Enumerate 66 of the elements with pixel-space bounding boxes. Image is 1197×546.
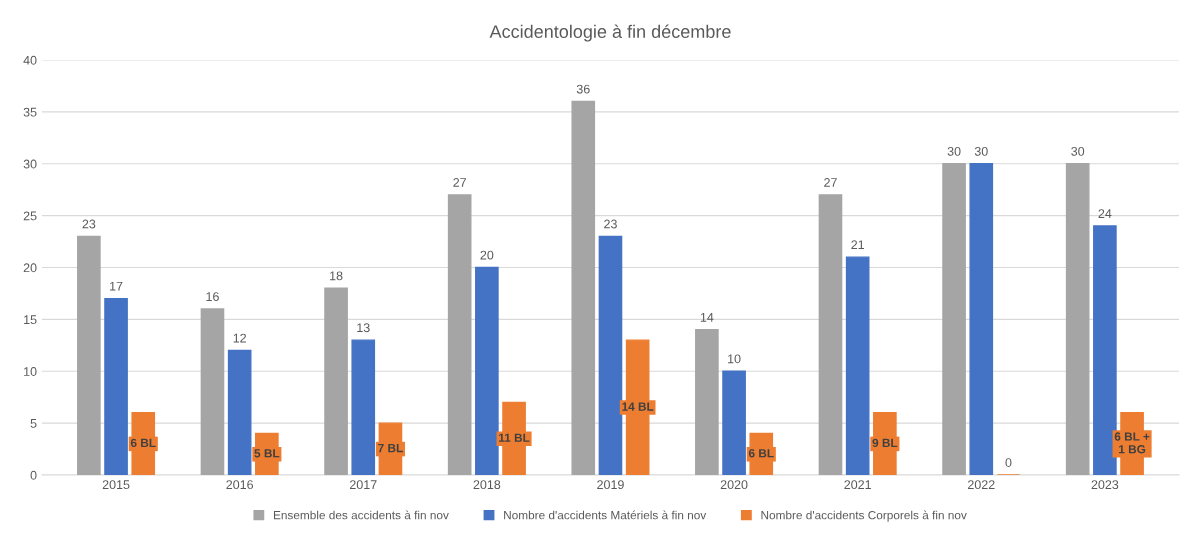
data-label: 30 bbox=[1071, 146, 1085, 156]
legend-label: Nombre d'accidents Corporels à fin nov bbox=[761, 510, 967, 522]
y-tick-label: 25 bbox=[23, 211, 37, 221]
bar bbox=[1065, 163, 1090, 476]
annotation: 14 BL bbox=[622, 402, 654, 411]
data-label: 13 bbox=[357, 323, 370, 333]
bar bbox=[351, 339, 376, 476]
bar bbox=[227, 349, 252, 476]
legend-label: Ensemble des accidents à fin nov bbox=[273, 510, 449, 520]
y-tick-label: 40 bbox=[23, 55, 37, 65]
data-label: 21 bbox=[851, 240, 865, 250]
annotation: 5 BL bbox=[254, 449, 280, 458]
x-tick-label: 2020 bbox=[720, 480, 748, 490]
x-tick-label: 2015 bbox=[102, 480, 130, 490]
annotation: 11 BL bbox=[499, 433, 530, 442]
data-label: 12 bbox=[233, 333, 246, 343]
x-tick-label: 2021 bbox=[844, 480, 871, 490]
data-label: 27 bbox=[824, 178, 837, 187]
bar bbox=[695, 329, 719, 476]
data-label: 27 bbox=[453, 178, 466, 187]
legend-label: Nombre d'accidents Matériels à fin nov bbox=[504, 510, 707, 520]
y-tick-label: 5 bbox=[30, 419, 37, 428]
bar bbox=[818, 194, 843, 476]
chart-title: Accidentologie à fin décembre bbox=[489, 24, 731, 42]
data-label: 24 bbox=[1098, 209, 1112, 218]
annotation: 6 BL bbox=[748, 449, 774, 458]
data-label: 20 bbox=[480, 250, 494, 260]
x-tick-label: 2022 bbox=[968, 480, 995, 490]
data-label: 17 bbox=[110, 281, 123, 291]
data-label: 30 bbox=[947, 146, 961, 156]
bar bbox=[722, 370, 746, 476]
y-tick-label: 10 bbox=[24, 367, 37, 376]
data-label: 10 bbox=[728, 354, 741, 364]
y-tick-label: 35 bbox=[23, 107, 37, 117]
y-tick-label: 15 bbox=[24, 315, 37, 325]
y-tick-label: 0 bbox=[30, 470, 37, 480]
annotation: 9 BL bbox=[872, 438, 898, 448]
y-tick-label: 30 bbox=[23, 159, 37, 169]
x-tick-label: 2016 bbox=[226, 480, 254, 490]
data-label: 14 bbox=[700, 313, 714, 322]
bar bbox=[200, 308, 225, 476]
bar bbox=[942, 163, 966, 476]
data-label: 23 bbox=[604, 219, 617, 229]
bar bbox=[845, 256, 870, 476]
x-tick-label: 2018 bbox=[473, 480, 501, 490]
bar bbox=[571, 100, 596, 476]
bar bbox=[77, 235, 101, 476]
annotation: 6 BL + 1 BG bbox=[1114, 432, 1150, 454]
bar bbox=[969, 163, 994, 476]
bar bbox=[104, 297, 128, 476]
annotation: 6 BL bbox=[130, 438, 156, 448]
annotation: 7 BL bbox=[378, 444, 403, 453]
data-label: 0 bbox=[1005, 458, 1012, 467]
x-tick-label: 2019 bbox=[597, 480, 624, 490]
data-label: 30 bbox=[974, 146, 988, 156]
x-tick-label: 2023 bbox=[1091, 480, 1119, 490]
data-label: 36 bbox=[576, 84, 590, 94]
bar bbox=[324, 287, 348, 476]
bar bbox=[598, 235, 623, 476]
bar bbox=[447, 194, 472, 476]
bar bbox=[475, 266, 499, 476]
data-label: 18 bbox=[330, 271, 343, 281]
data-label: 16 bbox=[206, 292, 219, 302]
x-tick-label: 2017 bbox=[349, 480, 377, 490]
data-label: 23 bbox=[82, 219, 96, 229]
y-tick-label: 20 bbox=[23, 263, 37, 273]
